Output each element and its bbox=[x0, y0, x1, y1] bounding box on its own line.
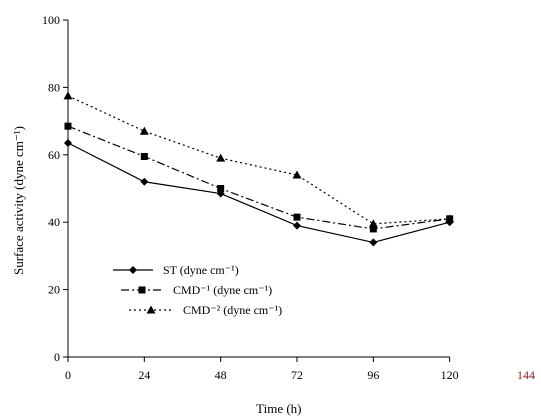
x-tick-label: 0 bbox=[65, 368, 71, 382]
data-point bbox=[369, 225, 377, 233]
legend-item: CMD⁻² (dyne cm⁻¹) bbox=[129, 303, 282, 317]
legend: ST (dyne cm⁻¹) CMD⁻¹ (dyne cm⁻¹) CMD⁻² (dy… bbox=[113, 263, 282, 317]
legend-marker bbox=[138, 286, 146, 294]
data-point bbox=[293, 213, 301, 221]
series-1 bbox=[64, 139, 454, 247]
y-tick-label: 20 bbox=[48, 283, 60, 297]
series-line bbox=[67, 125, 450, 230]
legend-label: CMD⁻¹ (dyne cm⁻¹) bbox=[173, 283, 272, 297]
data-point bbox=[64, 139, 72, 148]
legend-label: ST (dyne cm⁻¹) bbox=[163, 263, 239, 277]
x-tick-label-extra: 144 bbox=[517, 368, 535, 382]
y-tick-label: 40 bbox=[48, 215, 60, 229]
data-point bbox=[64, 122, 72, 130]
x-tick-label: 48 bbox=[215, 368, 227, 382]
data-point bbox=[293, 221, 301, 230]
legend-marker bbox=[146, 305, 156, 314]
data-point bbox=[139, 126, 149, 135]
x-tick-label: 120 bbox=[441, 368, 459, 382]
y-tick-label: 60 bbox=[48, 148, 60, 162]
data-point bbox=[368, 219, 378, 228]
y-tick-label: 0 bbox=[54, 350, 60, 364]
data-point bbox=[369, 238, 378, 247]
y-tick-label: 80 bbox=[48, 80, 60, 94]
series-2 bbox=[64, 122, 454, 233]
series-layer bbox=[63, 91, 455, 247]
x-axis-title: Time (h) bbox=[256, 401, 301, 416]
x-axis-ticks: 0 24 48 72 96 120 144 bbox=[65, 357, 535, 382]
y-axis-ticks: 0 20 40 60 80 100 bbox=[42, 13, 68, 364]
data-point bbox=[140, 177, 149, 186]
data-point bbox=[63, 91, 73, 100]
x-tick-label: 72 bbox=[291, 368, 303, 382]
data-point bbox=[216, 153, 226, 162]
series-line bbox=[67, 142, 450, 244]
legend-item: ST (dyne cm⁻¹) bbox=[113, 263, 239, 277]
series-line bbox=[67, 95, 450, 225]
x-tick-label: 24 bbox=[138, 368, 150, 382]
data-point bbox=[140, 152, 148, 160]
series-3 bbox=[63, 91, 455, 228]
x-tick-label: 96 bbox=[367, 368, 379, 382]
y-tick-label: 100 bbox=[42, 13, 60, 27]
data-point bbox=[292, 170, 302, 179]
legend-item: CMD⁻¹ (dyne cm⁻¹) bbox=[121, 283, 272, 297]
y-axis-title: Surface activity (dyne cm⁻¹) bbox=[11, 126, 26, 275]
legend-marker bbox=[129, 266, 137, 274]
data-point bbox=[445, 214, 455, 223]
legend-label: CMD⁻² (dyne cm⁻¹) bbox=[183, 303, 282, 317]
data-point bbox=[217, 185, 225, 192]
axes bbox=[67, 20, 450, 358]
